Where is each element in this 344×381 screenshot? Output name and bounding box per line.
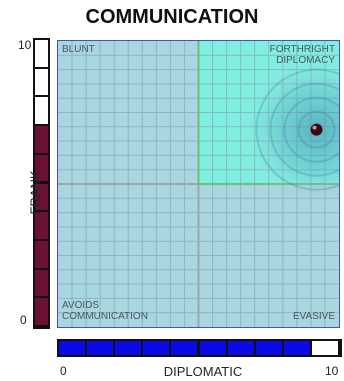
quadrant-label-line: COMMUNICATION	[62, 311, 148, 322]
diplomatic-meter-segment	[255, 341, 282, 355]
diplomatic-meter-segment	[115, 341, 142, 355]
point-ring	[297, 110, 336, 149]
frank-meter	[33, 38, 50, 329]
diplomatic-meter-segment	[143, 341, 170, 355]
quadrant-label-line: FORTHRIGHT	[269, 44, 335, 55]
quadrant-label-avoids-communication: AVOIDS COMMUNICATION	[62, 300, 148, 322]
diplomatic-meter	[57, 339, 342, 357]
diplomatic-meter-segment	[199, 341, 226, 355]
y-tick-min: 0	[20, 313, 27, 327]
frank-meter-segment	[35, 68, 48, 96]
point-ring	[269, 82, 339, 177]
frank-meter-segment	[35, 40, 48, 67]
x-tick-max: 10	[325, 364, 339, 378]
quadrant-label-line: AVOIDS	[62, 300, 100, 311]
data-point	[310, 123, 323, 136]
quadrant-label-evasive: EVASIVE	[292, 311, 335, 322]
frank-meter-segment	[35, 154, 48, 182]
frank-meter-segment	[35, 183, 48, 211]
diplomatic-meter-segment	[227, 341, 254, 355]
frank-meter-segment	[35, 97, 48, 125]
diplomatic-meter-segment	[87, 341, 114, 355]
frank-meter-segment	[35, 298, 48, 325]
quadrant-label-forthright-diplomacy: FORTHRIGHT DIPLOMACY	[270, 44, 335, 66]
x-tick-min: 0	[60, 364, 67, 378]
plot-area: BLUNT FORTHRIGHT DIPLOMACY AVOIDS COMMUN…	[57, 40, 340, 328]
frank-meter-segment	[35, 240, 48, 268]
frank-meter-segment	[35, 269, 48, 297]
frank-meter-segment	[35, 212, 48, 239]
diplomatic-meter-segment	[283, 341, 310, 355]
point-ring	[255, 68, 339, 191]
point-glow	[241, 54, 339, 205]
x-axis-label: DIPLOMATIC	[163, 364, 243, 379]
quadrant-label-line: DIPLOMACY	[276, 55, 335, 66]
quadrant-label-blunt: BLUNT	[62, 44, 95, 55]
data-point-highlight	[312, 125, 317, 130]
frank-meter-segment	[35, 126, 48, 153]
plot-svg	[58, 41, 339, 327]
diplomatic-meter-segment	[59, 341, 86, 355]
diplomatic-meter-segment	[171, 341, 198, 355]
point-ring	[283, 96, 339, 163]
chart-title: COMMUNICATION	[85, 6, 259, 28]
y-tick-max: 10	[18, 38, 32, 52]
y-axis-label: FRANK	[27, 170, 43, 215]
diplomatic-meter-segment	[311, 341, 338, 355]
